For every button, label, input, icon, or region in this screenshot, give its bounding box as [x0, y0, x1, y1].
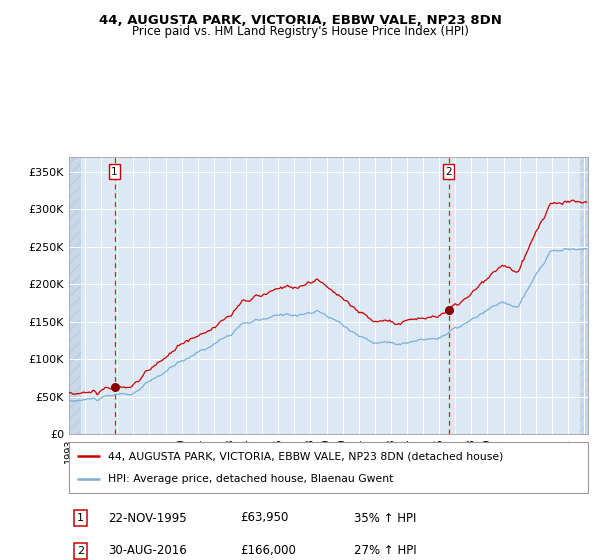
Text: 27% ↑ HPI: 27% ↑ HPI: [355, 544, 417, 557]
Text: 1: 1: [77, 513, 84, 523]
Text: HPI: Average price, detached house, Blaenau Gwent: HPI: Average price, detached house, Blae…: [108, 474, 394, 484]
Text: 1: 1: [111, 167, 118, 177]
Text: 35% ↑ HPI: 35% ↑ HPI: [355, 511, 417, 525]
FancyBboxPatch shape: [69, 442, 588, 493]
Bar: [69, 157, 81, 434]
Text: 22-NOV-1995: 22-NOV-1995: [108, 511, 187, 525]
Bar: [580, 157, 588, 434]
Text: £63,950: £63,950: [240, 511, 289, 525]
Text: £166,000: £166,000: [240, 544, 296, 557]
Text: 2: 2: [77, 546, 84, 556]
Text: 30-AUG-2016: 30-AUG-2016: [108, 544, 187, 557]
Text: 44, AUGUSTA PARK, VICTORIA, EBBW VALE, NP23 8DN (detached house): 44, AUGUSTA PARK, VICTORIA, EBBW VALE, N…: [108, 451, 503, 461]
Text: 2: 2: [445, 167, 452, 177]
Text: Price paid vs. HM Land Registry's House Price Index (HPI): Price paid vs. HM Land Registry's House …: [131, 25, 469, 38]
Text: 44, AUGUSTA PARK, VICTORIA, EBBW VALE, NP23 8DN: 44, AUGUSTA PARK, VICTORIA, EBBW VALE, N…: [98, 14, 502, 27]
